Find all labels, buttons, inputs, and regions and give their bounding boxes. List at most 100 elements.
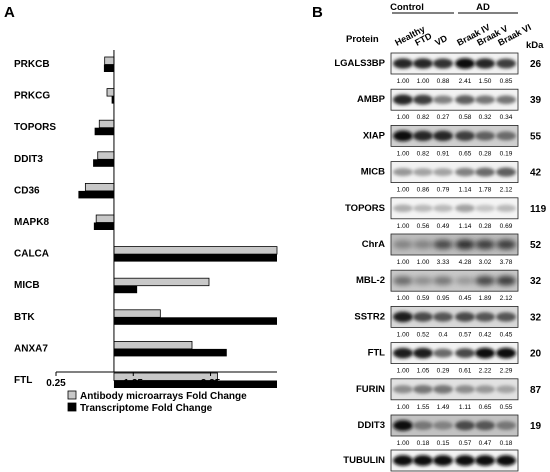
- blot-band: [475, 312, 495, 322]
- quant-value-topors: 0.28: [479, 223, 492, 230]
- antibody-bar-prkcg: [106, 88, 115, 97]
- blot-band: [413, 347, 433, 359]
- quant-value-micb: 1.14: [459, 187, 472, 194]
- protein-label-xiap: XIAP: [363, 130, 386, 141]
- legend: Antibody microarrays Fold ChangeTranscri…: [67, 390, 247, 414]
- antibody-bar-prkcb: [104, 56, 115, 65]
- blot-band: [393, 168, 413, 177]
- quant-value-xiap: 0.28: [479, 150, 492, 157]
- blot-band: [475, 239, 495, 250]
- protein-label-ambp: AMBP: [357, 94, 386, 105]
- panel-b-label: B: [312, 4, 323, 21]
- blot-strip-topors: [390, 197, 519, 220]
- group-label-ad: AD: [476, 2, 490, 13]
- transcriptome-bar-mapk8: [93, 222, 114, 230]
- quant-value-sstr2: 0.4: [438, 331, 447, 338]
- transcriptome-bar-prkcb: [103, 64, 114, 72]
- blot-band: [393, 385, 413, 394]
- blot-band: [393, 240, 413, 249]
- blot-band: [433, 421, 453, 430]
- protein-label-chra: ChrA: [362, 239, 385, 250]
- blot-band: [455, 58, 475, 69]
- blot-band: [433, 130, 453, 142]
- blot-band: [496, 131, 516, 141]
- blot-strip-ambp: [390, 88, 519, 111]
- quant-value-chra: 4.28: [459, 259, 472, 266]
- kda-value-sstr2: 32: [530, 312, 542, 323]
- quant-value-chra: 3.33: [437, 259, 450, 266]
- antibody-bar-anxa7: [113, 340, 193, 350]
- x-axis-ticks: 0.25 1.25 2.25: [46, 372, 221, 389]
- protein-label-tubulin: TUBULIN: [343, 455, 385, 466]
- blot-band: [393, 204, 413, 213]
- blot-band: [433, 384, 453, 394]
- transcriptome-bar-cd36: [78, 190, 114, 199]
- blot-band: [475, 58, 495, 69]
- blot-band: [475, 347, 495, 359]
- category-label-ddit3: DDIT3: [14, 154, 43, 165]
- blot-strip-ddit3: [390, 414, 519, 437]
- quant-value-sstr2: 0.45: [500, 331, 513, 338]
- blot-band: [413, 421, 433, 430]
- legend-label-antibody: Antibody microarrays Fold Change: [80, 391, 247, 402]
- antibody-bar-topors: [98, 119, 115, 129]
- kda-header: kDa: [526, 40, 544, 51]
- kda-value-furin: 87: [530, 385, 542, 396]
- quant-value-furin: 0.55: [500, 404, 513, 411]
- protein-header: Protein: [346, 34, 379, 45]
- blot-band: [496, 385, 516, 394]
- quant-value-mbl-2: 2.12: [500, 295, 513, 302]
- blot-band: [393, 276, 413, 286]
- blot-band: [393, 455, 413, 466]
- quant-value-ftl: 1.05: [417, 368, 430, 375]
- quant-value-ambp: 0.32: [479, 114, 492, 121]
- blot-strip-mbl-2: [390, 269, 519, 292]
- transcriptome-bar-anxa7: [113, 348, 227, 357]
- protein-label-ddit3: DDIT3: [358, 420, 385, 431]
- antibody-bar-micb: [113, 277, 210, 287]
- category-label-mapk8: MAPK8: [14, 217, 49, 228]
- category-label-prkcg: PRKCG: [14, 91, 50, 102]
- blot-band: [413, 204, 433, 212]
- blot-band: [393, 130, 413, 142]
- panel-a-label: A: [4, 4, 15, 21]
- blot-band: [455, 167, 475, 177]
- x-tick-label: 2.25: [201, 378, 221, 389]
- blot-band: [496, 455, 516, 466]
- kda-value-xiap: 55: [530, 131, 542, 142]
- blot-band: [433, 239, 453, 250]
- blot-band: [393, 58, 413, 69]
- quant-value-mbl-2: 1.89: [479, 295, 492, 302]
- blot-band: [496, 58, 516, 69]
- blot-band: [433, 204, 453, 212]
- quant-value-topors: 0.56: [417, 223, 430, 230]
- antibody-bar-ddit3: [97, 151, 115, 160]
- quant-value-lgals3bp: 0.88: [437, 78, 450, 85]
- blot-band: [393, 420, 413, 431]
- quant-value-micb: 0.79: [437, 187, 450, 194]
- legend-swatch-transcriptome: [67, 402, 77, 412]
- blot-strip-lgals3bp: [390, 52, 519, 75]
- quant-value-ftl: 2.29: [500, 368, 513, 375]
- group-label-control: Control: [390, 2, 424, 13]
- quant-value-chra: 1.00: [417, 259, 430, 266]
- blot-band: [455, 130, 475, 141]
- quant-value-micb: 0.86: [417, 187, 430, 194]
- blot-band: [455, 204, 475, 213]
- category-label-cd36: CD36: [14, 185, 40, 196]
- blot-strip-micb: [390, 161, 519, 184]
- quant-value-ambp: 1.00: [397, 114, 410, 121]
- blot-band: [413, 384, 433, 394]
- kda-value-chra: 52: [530, 240, 542, 251]
- blot-band: [455, 348, 475, 358]
- blot-band: [496, 239, 516, 250]
- blot-band: [475, 455, 495, 466]
- quant-value-ambp: 0.58: [459, 114, 472, 121]
- blot-band: [496, 167, 516, 177]
- blot-band: [433, 168, 453, 176]
- quant-value-topors: 0.49: [437, 223, 450, 230]
- category-label-btk: BTK: [14, 312, 35, 323]
- category-label-prkcb: PRKCB: [14, 59, 50, 70]
- quant-value-furin: 1.49: [437, 404, 450, 411]
- blot-band: [496, 347, 516, 359]
